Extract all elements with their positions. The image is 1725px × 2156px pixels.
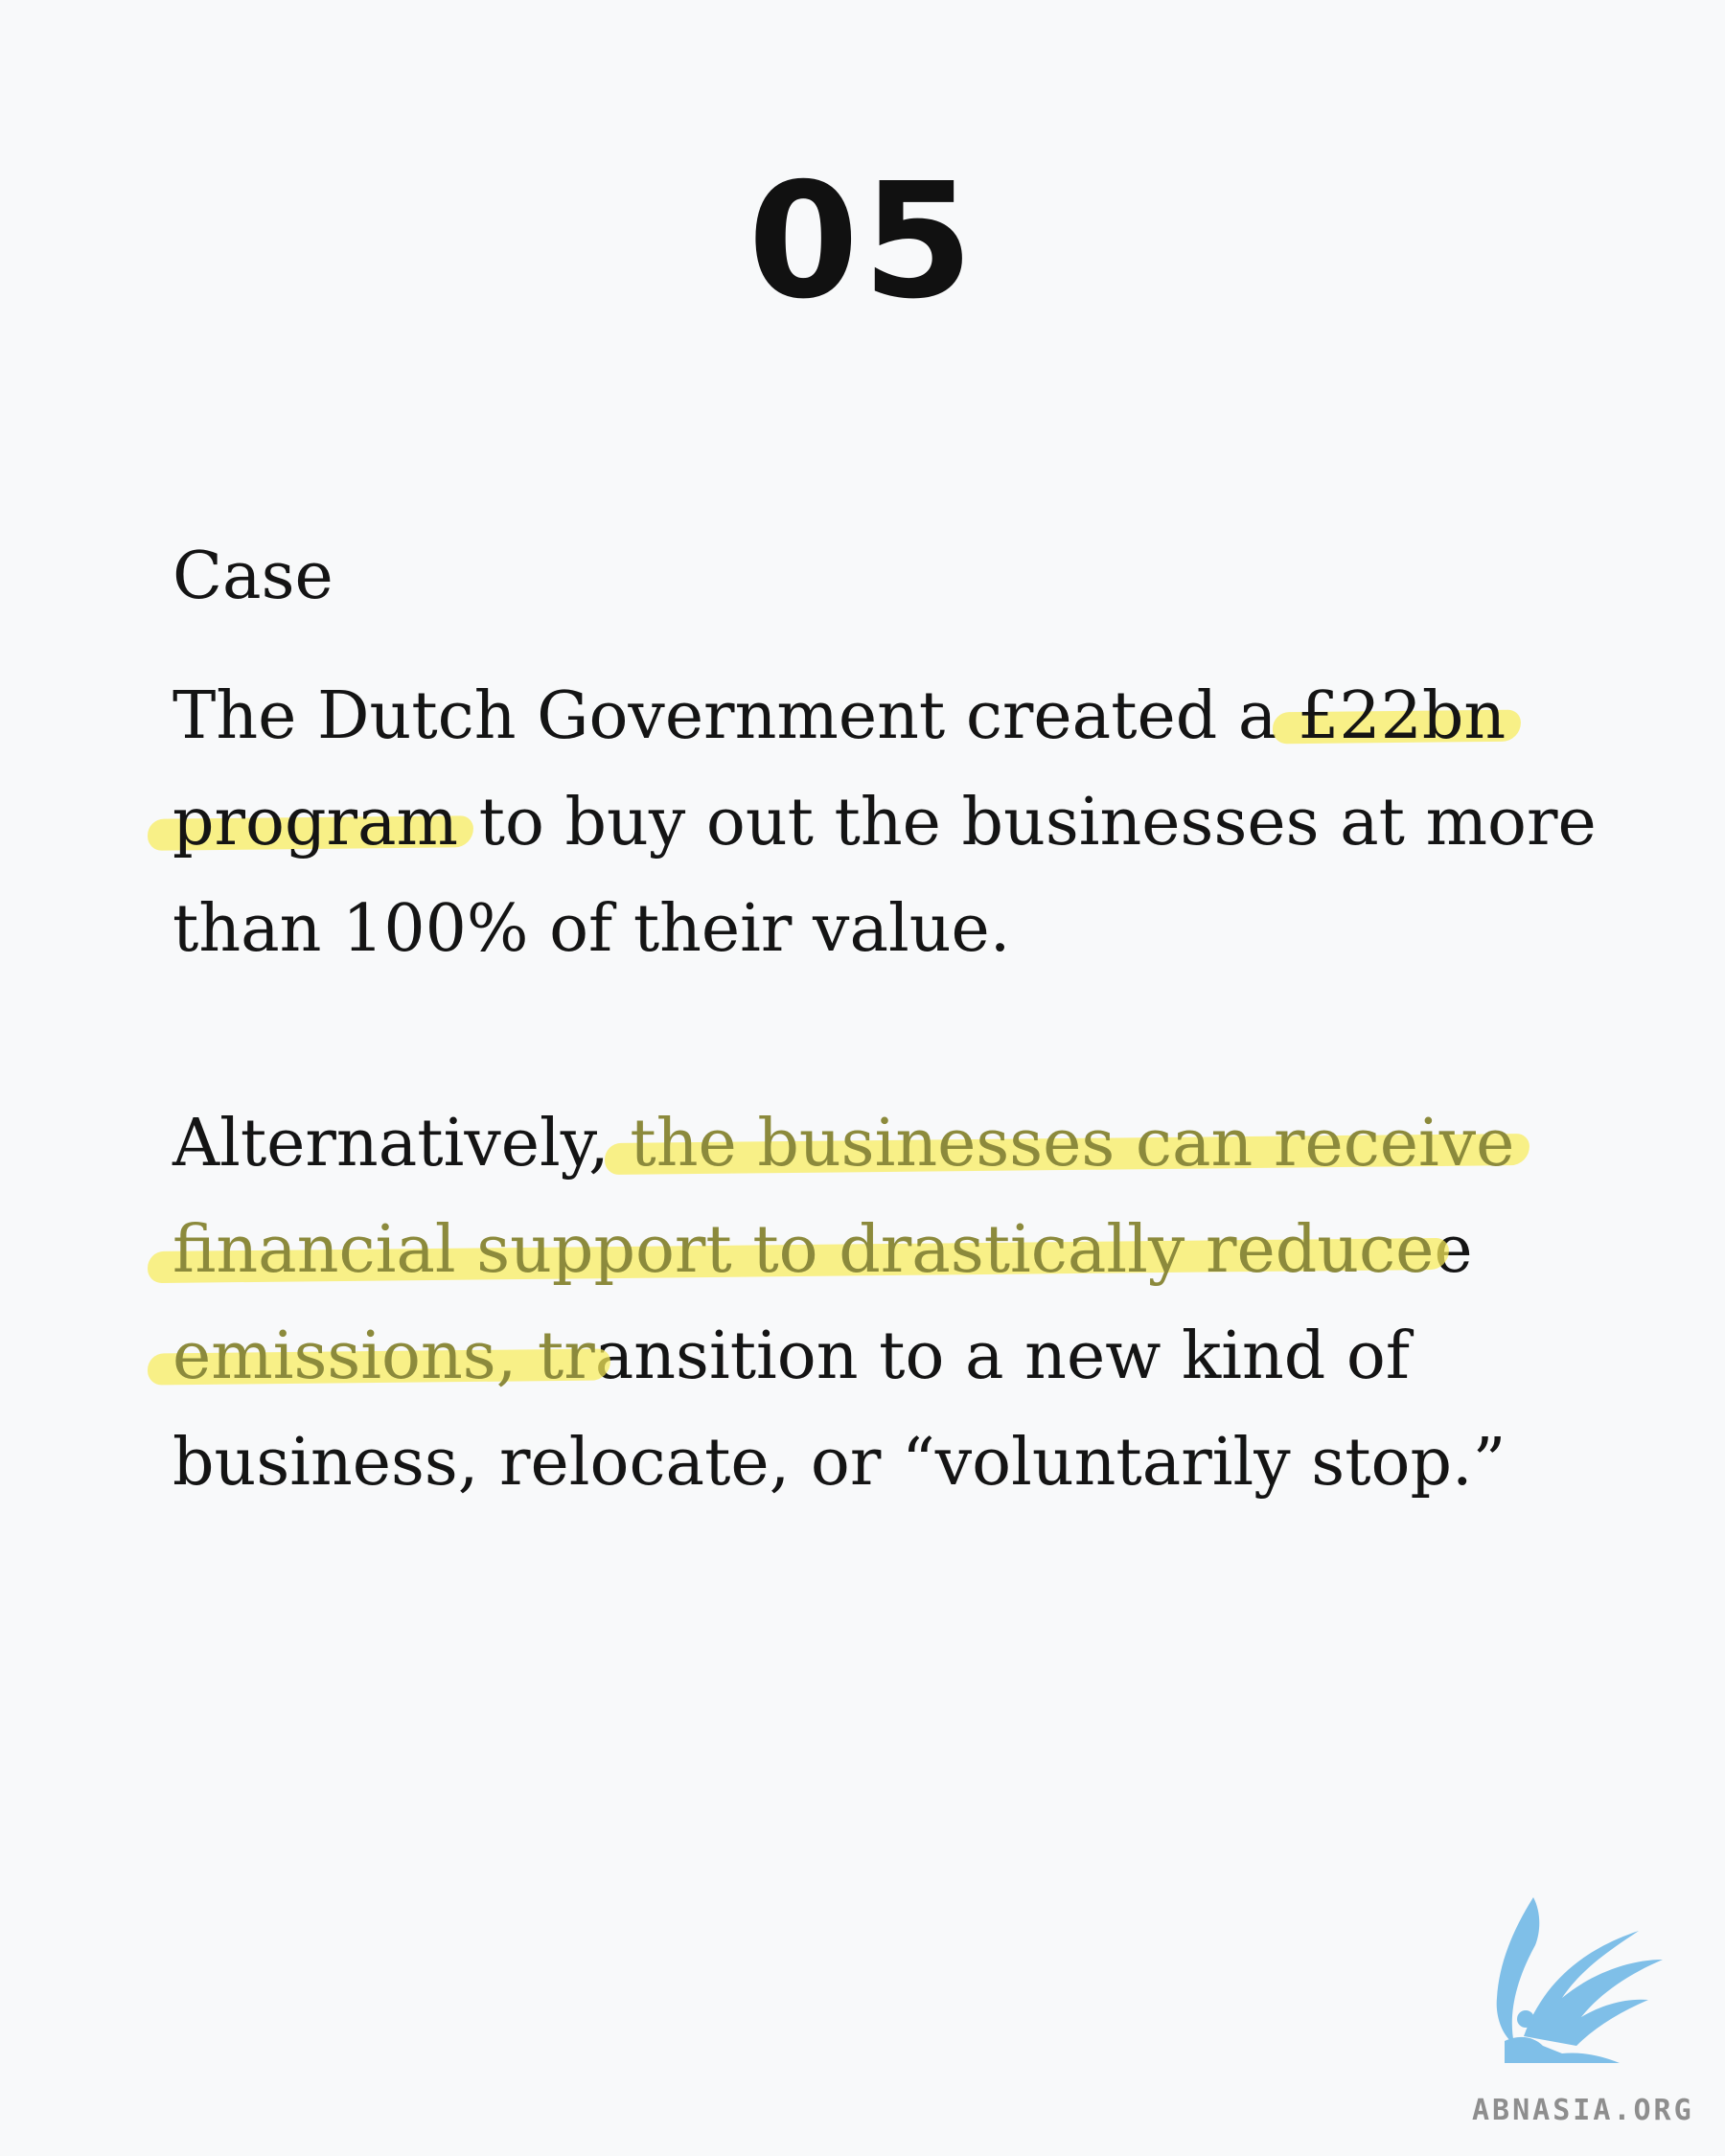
text-run: Alternatively,: [172, 1106, 631, 1181]
highlight-text-run: program: [172, 785, 459, 860]
text-line: program to buy out the businesses at mor…: [147, 769, 1668, 876]
text-run: than 100% of their value.: [172, 891, 1011, 967]
griffin-logo-icon: [1496, 1897, 1663, 2063]
slide-number: 05: [748, 149, 978, 334]
text-line: business, relocate, or “voluntarily stop…: [172, 1410, 1668, 1516]
highlight-text-run: the businesses can receive: [630, 1106, 1515, 1181]
text-run: The Dutch Government created a: [172, 678, 1299, 754]
paragraph-alternatives: Alternatively, the businesses can receiv…: [147, 1090, 1668, 1516]
paragraph-program: The Dutch Government created a £22bn pro…: [147, 663, 1668, 982]
text-run: ansition to a new kind of: [594, 1319, 1411, 1394]
text-line: The Dutch Government created a £22bn: [172, 663, 1668, 769]
highlight-text-run: financial support to drastically reduce: [172, 1212, 1435, 1288]
highlighted-text: the businesses can receive: [605, 1106, 1530, 1181]
highlighted-text: financial support to drastically reduce: [147, 1212, 1450, 1288]
highlighted-text: £22bn: [1272, 678, 1522, 754]
text-line: than 100% of their value.: [172, 876, 1668, 982]
highlight-text-run: £22bn: [1298, 678, 1506, 754]
text-line: Alternatively, the businesses can receiv…: [172, 1090, 1668, 1197]
brand-wordmark-text: ABNASIA.ORG: [1472, 2094, 1694, 2125]
text-line: emissions, transition to a new kind of: [147, 1303, 1668, 1410]
highlighted-text: emissions, tr: [147, 1319, 610, 1394]
highlight-text-run: emissions, tr: [172, 1319, 595, 1394]
highlighted-text: program: [147, 785, 474, 860]
brand-wordmark: ABNASIA.ORG: [1472, 2094, 1694, 2125]
text-run: business, relocate, or “voluntarily stop…: [172, 1425, 1506, 1501]
text-line: financial support to drastically reducee: [147, 1197, 1668, 1303]
section-label: Case: [172, 539, 334, 614]
text-run: to buy out the businesses at more: [458, 785, 1597, 860]
